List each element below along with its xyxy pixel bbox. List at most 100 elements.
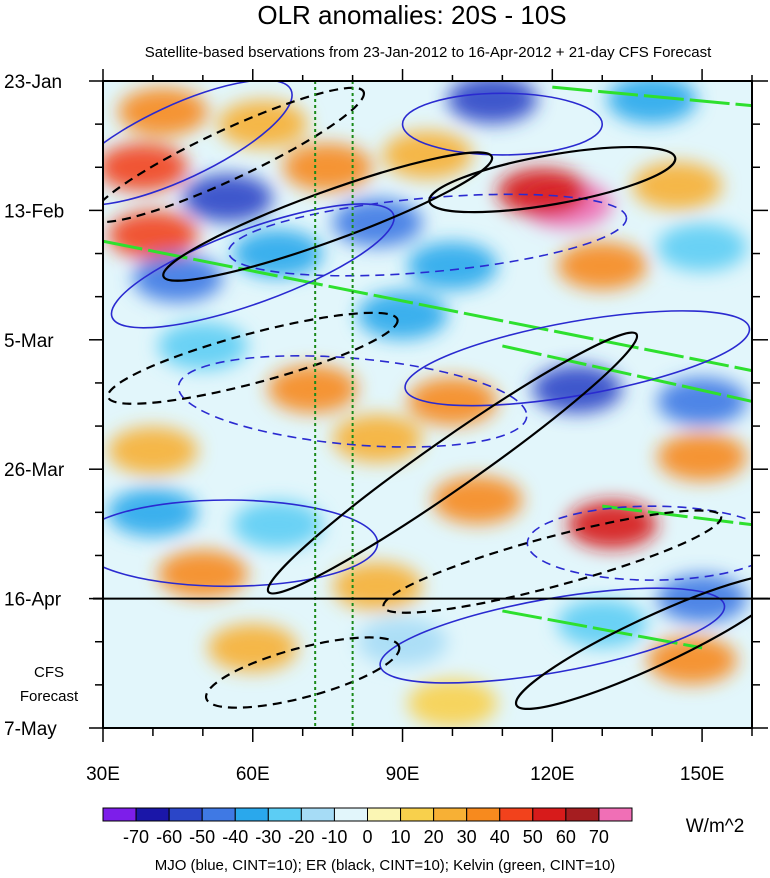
mjo-contour [177, 355, 528, 448]
er-contour [428, 145, 677, 214]
anomaly-blob [157, 321, 248, 370]
anomaly-blob [657, 432, 748, 481]
anomaly-blob [282, 143, 373, 192]
anomaly-blob [447, 81, 538, 124]
y-tick-label: 23-Jan [4, 72, 62, 93]
colorbar-label: -10 [321, 827, 347, 847]
colorbar-label: -50 [189, 827, 215, 847]
forecast-label-line1: CFS [34, 664, 64, 681]
colorbar-label: 30 [457, 827, 477, 847]
plot-area [103, 81, 752, 728]
kelvin-contour [552, 85, 752, 108]
anomaly-blob [407, 679, 498, 728]
y-tick-label: 16-Apr [4, 590, 62, 611]
colorbar-label: 0 [362, 827, 372, 847]
anomaly-blob [132, 254, 223, 303]
anomaly-blob [632, 161, 723, 210]
anomaly-blob [497, 167, 588, 216]
anomaly-blob [657, 223, 748, 272]
colorbar-swatch [433, 807, 468, 822]
colorbar-swatch [400, 807, 435, 822]
anomaly-field [103, 81, 748, 728]
kelvin-contour [502, 609, 703, 650]
colorbar-swatch [135, 807, 170, 822]
anomaly-blob [332, 414, 423, 463]
x-axis: 30E 60E 90E 120E 150E [86, 69, 753, 785]
colorbar-swatch [201, 807, 236, 822]
anomaly-blob [107, 488, 198, 537]
y-tick-label: 13-Feb [4, 201, 64, 222]
anomaly-blob [657, 377, 748, 426]
colorbar-units: W/m^2 [686, 816, 745, 837]
anomaly-blob [232, 500, 323, 549]
x-tick-label: 120E [530, 764, 574, 785]
anomaly-blob [557, 599, 648, 648]
anomaly-blob [567, 500, 658, 549]
anomaly-blob [607, 81, 698, 124]
anomaly-blob [357, 291, 448, 340]
er-contour [103, 86, 366, 224]
anomaly-blob [407, 241, 498, 290]
y-tick-label: 5-Mar [4, 331, 54, 352]
colorbar-label: 50 [523, 827, 543, 847]
anomaly-blob [207, 623, 298, 672]
colorbar-label: -60 [156, 827, 182, 847]
anomaly-blob [217, 100, 308, 149]
colorbar-swatch [333, 807, 368, 822]
y-tick-label: 7-May [4, 719, 57, 740]
colorbar-label: 60 [556, 827, 576, 847]
anomaly-blob [157, 549, 248, 598]
kelvin-contour [502, 344, 752, 403]
anomaly-blob [182, 174, 273, 223]
mjo-contour [401, 92, 604, 156]
x-tick-label: 90E [386, 764, 420, 785]
x-tick-label: 30E [86, 764, 120, 785]
chart-title: OLR anomalies: 20S - 10S [257, 0, 566, 30]
colorbar-swatch [102, 807, 137, 822]
er-contour [106, 311, 399, 405]
colorbar-label: 10 [391, 827, 411, 847]
anomaly-blob [103, 143, 188, 192]
mjo-contour [103, 81, 293, 206]
forecast-label-line2: Forecast [20, 688, 79, 705]
colorbar-swatch [598, 807, 633, 822]
mjo-contours [103, 81, 752, 684]
mjo-contour [526, 505, 752, 581]
anomaly-blob [647, 636, 738, 685]
colorbar-label: -30 [255, 827, 281, 847]
colorbar-swatch [466, 807, 501, 822]
chart-subtitle: Satellite-based bservations from 23-Jan-… [145, 44, 712, 61]
plot-frame [102, 80, 753, 729]
er-contour [162, 151, 494, 282]
colorbar-label: -20 [288, 827, 314, 847]
anomaly-blob [532, 365, 623, 414]
er-contour [266, 331, 639, 595]
colorbar-label: 70 [589, 827, 609, 847]
kelvin-contour [602, 504, 752, 527]
anomaly-blob [557, 241, 648, 290]
y-tick-label: 26-Mar [4, 460, 65, 481]
kelvin-contours [103, 85, 752, 650]
anomaly-blob [107, 426, 198, 475]
anomaly-blob [267, 365, 358, 414]
colorbar-label: 40 [490, 827, 510, 847]
colorbar-swatch [234, 807, 269, 822]
colorbar-swatch [267, 807, 302, 822]
colorbar-swatch [367, 807, 402, 822]
colorbar-swatch [300, 807, 335, 822]
mjo-contour [227, 193, 628, 277]
colorbar-swatch [532, 807, 567, 822]
colorbar-swatch [168, 807, 203, 822]
x-tick-label: 150E [680, 764, 724, 785]
anomaly-blob [432, 476, 523, 525]
colorbar: -70 -60 -50 -40 -30 -20 -10 0 10 20 30 40 50 60 70 [102, 807, 633, 847]
colorbar-label: 20 [424, 827, 444, 847]
mjo-contour [110, 203, 395, 329]
er-contour [514, 573, 752, 710]
colorbar-swatch [565, 807, 600, 822]
colorbar-swatch [499, 807, 534, 822]
er-contour [204, 636, 401, 709]
colorbar-label: -40 [222, 827, 248, 847]
anomaly-blob [407, 377, 498, 426]
